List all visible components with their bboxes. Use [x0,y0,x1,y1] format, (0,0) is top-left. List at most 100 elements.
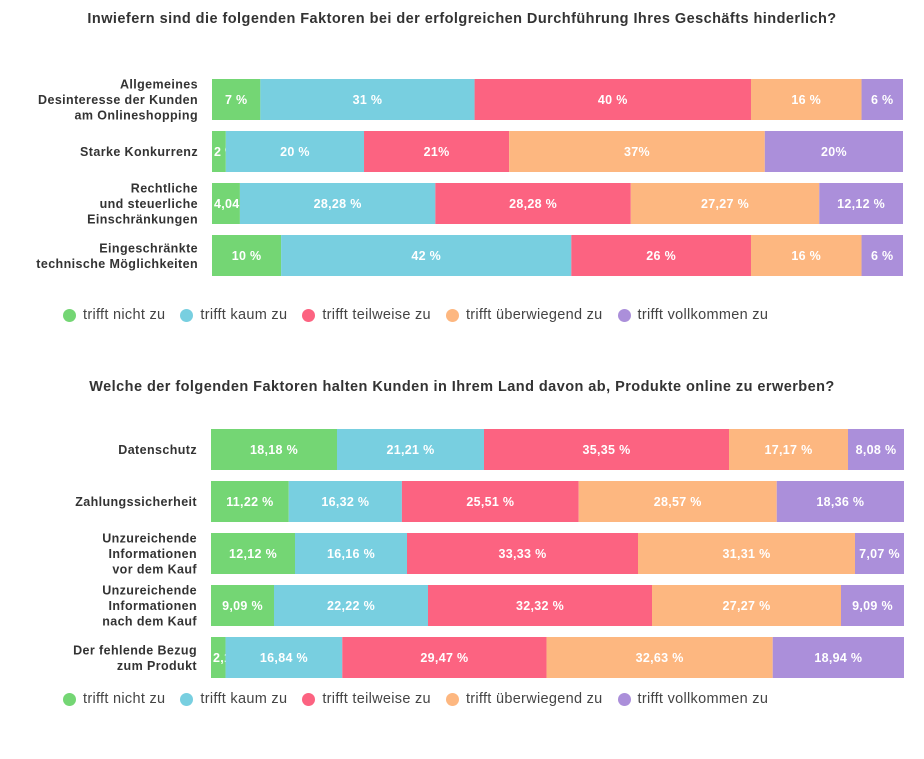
bar-segment [407,533,638,574]
legend-label: trifft nicht zu [83,307,166,323]
legend-dot-icon [445,308,459,322]
bar-segment [630,183,820,224]
data-label: 6 % [871,249,893,263]
category-label-line: Zahlungssicherheit [75,495,197,509]
bar-segment [337,429,484,470]
category-label-line: Starke Konkurrenz [80,145,198,159]
bar-segment [571,235,751,276]
legend-dot-icon [617,692,631,706]
bar-segment [212,131,226,172]
category-label-line: technische Möglichkeiten [36,257,198,271]
legend-label: trifft vollkommen zu [637,691,769,707]
data-label: 11,22 % [226,495,273,509]
legend-item: trifft nicht zu [63,307,165,323]
data-label: 10 % [232,249,262,263]
legend: trifft nicht zu trifft kaum zu trifft teil… [63,691,783,707]
category-label-line: Einschränkungen [87,213,198,227]
data-label: 27,27 % [701,197,749,211]
bar-segment [484,429,729,470]
bar-segment [474,79,751,120]
legend-item: trifft überwiegend zu [445,307,603,323]
data-label: 26 % [646,249,676,263]
legend-label: trifft nicht zu [83,691,166,707]
bar-segment [772,637,904,678]
data-label: 42 % [411,249,441,263]
legend-label: trifft kaum zu [200,307,288,323]
bar-segment [211,637,226,678]
legend-label: trifft vollkommen zu [637,307,769,323]
category-label-line: Eingeschränkte [99,241,198,255]
legend-label: trifft überwiegend zu [465,307,603,323]
category-label: Unzureichende Informationen vor dem Kauf [102,532,197,577]
data-label: 16,16 % [327,547,375,561]
data-label: 20 % [280,145,310,159]
data-label: 16 % [791,249,821,263]
bar-segment [841,585,904,626]
bar-segment [260,79,475,120]
category-label-line: Allgemeines [120,78,198,92]
bar-segment [546,637,773,678]
bar-segment [212,183,240,224]
bar-segment [295,533,407,574]
data-label: 20% [821,145,847,159]
category-label: Zahlungssicherheit [75,495,197,509]
bar-segment [274,585,428,626]
category-label-line: Desinteresse der Kunden [38,93,198,107]
bar-segment [729,429,848,470]
category-label: Eingeschränkte technische Möglichkeiten [36,241,198,271]
legend-label: trifft überwiegend zu [465,691,603,707]
data-label: 21% [424,145,450,159]
legend-dot-icon [180,308,194,322]
chart-1: Inwiefern sind die folgenden Faktoren be… [0,0,924,365]
category-label-line: zum Produkt [117,659,198,673]
bar-segment [212,235,282,276]
bar-chart-area: Datenschutz 18,18 % 21,21 % 35,35 % 17,17 % 8… [73,429,904,678]
legend-item: trifft kaum zu [180,307,287,323]
bar-segment [401,481,579,522]
legend-dot-icon [445,692,459,706]
category-label-line: vor dem Kauf [112,563,197,577]
chart-title: Inwiefern sind die folgenden Faktoren be… [87,11,837,27]
legend-dot-icon [302,308,316,322]
category-label-line: am Onlineshopping [75,109,198,123]
data-label: 28,28 % [509,197,557,211]
category-label-line: Unzureichende [102,532,197,546]
bar-segment [855,533,904,574]
data-label: 16,84 % [260,651,308,665]
category-label-line: nach dem Kauf [102,615,197,629]
legend-label: trifft kaum zu [200,691,288,707]
category-label: Rechtliche und steuerliche Einschränkungen [87,182,198,227]
category-label: Der fehlende Bezug zum Produkt [73,643,197,673]
data-label: 33,33 % [499,547,547,561]
legend-item: trifft vollkommen zu [617,691,769,707]
bar-segment [848,429,904,470]
bar-segment [435,183,631,224]
bar-segment [428,585,652,626]
category-label-line: Informationen [108,599,197,613]
bar-segment [211,429,337,470]
data-label: 18,36 % [816,495,864,509]
bar-segment [364,131,510,172]
bar-segment [861,79,903,120]
bar-segment [281,235,572,276]
bar-segment [638,533,855,574]
data-label: 6 % [871,93,893,107]
data-label: 17,17 % [765,443,813,457]
legend-item: trifft vollkommen zu [617,307,769,323]
category-label-line: Informationen [108,547,197,561]
bar-segment [342,637,547,678]
data-label: 27,27 % [723,599,771,613]
bar-segment [211,585,274,626]
category-label: Datenschutz [118,443,197,457]
data-label: 16 % [791,93,821,107]
category-label-line: Unzureichende [102,584,197,598]
data-label: 9,09 % [222,599,263,613]
legend-item: trifft nicht zu [63,691,165,707]
data-label: 21,21 % [387,443,435,457]
bar-segment [861,235,903,276]
legend-dot-icon [617,308,631,322]
data-label: 28,28 % [314,197,362,211]
data-label: 28,57 % [654,495,702,509]
category-label-line: Datenschutz [118,443,197,457]
bar-segment [750,235,862,276]
